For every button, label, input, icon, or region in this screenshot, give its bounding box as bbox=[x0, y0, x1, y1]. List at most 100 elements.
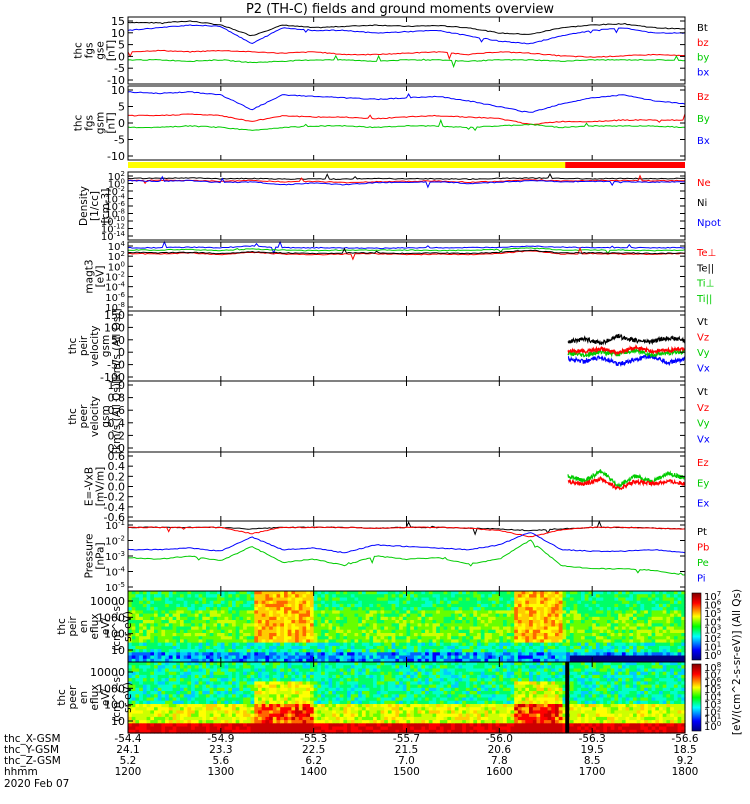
heatmap-cell bbox=[132, 678, 136, 682]
heatmap-cell bbox=[128, 607, 132, 611]
heatmap-cell bbox=[269, 691, 273, 695]
heatmap-cell bbox=[165, 727, 169, 731]
heatmap-cell bbox=[485, 630, 489, 634]
heatmap-cell bbox=[288, 665, 292, 669]
heatmap-cell bbox=[154, 691, 158, 695]
heatmap-cell bbox=[462, 643, 466, 647]
heatmap-cell bbox=[139, 620, 143, 624]
heatmap-cell bbox=[303, 678, 307, 682]
heatmap-cell bbox=[191, 630, 195, 634]
heatmap-cell bbox=[128, 714, 132, 718]
heatmap-cell bbox=[176, 665, 180, 669]
heatmap-cell bbox=[329, 714, 333, 718]
heatmap-cell bbox=[421, 607, 425, 611]
heatmap-cell bbox=[236, 678, 240, 682]
heatmap-cell bbox=[132, 594, 136, 598]
heatmap-cell bbox=[150, 620, 154, 624]
heatmap-cell bbox=[161, 665, 165, 669]
heatmap-cell bbox=[228, 620, 232, 624]
heatmap-cell bbox=[262, 656, 266, 660]
heatmap-cell bbox=[258, 701, 262, 705]
heatmap-cell bbox=[544, 643, 548, 647]
heatmap-cell bbox=[161, 630, 165, 634]
heatmap-cell bbox=[303, 607, 307, 611]
heatmap-cell bbox=[273, 701, 277, 705]
heatmap-cell bbox=[358, 630, 362, 634]
heatmap-cell bbox=[236, 701, 240, 705]
heatmap-cell bbox=[332, 630, 336, 634]
heatmap-cell bbox=[132, 656, 136, 660]
heatmap-cell bbox=[499, 607, 503, 611]
heatmap-cell bbox=[492, 607, 496, 611]
heatmap-cell bbox=[199, 665, 203, 669]
heatmap-cell bbox=[232, 643, 236, 647]
heatmap-cell bbox=[321, 727, 325, 731]
heatmap-cell bbox=[607, 630, 611, 634]
heatmap-cell bbox=[243, 607, 247, 611]
heatmap-cell bbox=[451, 643, 455, 647]
heatmap-cell bbox=[147, 665, 151, 669]
heatmap-cell bbox=[254, 727, 258, 731]
heatmap-cell bbox=[225, 620, 229, 624]
heatmap-cell bbox=[236, 643, 240, 647]
heatmap-cell bbox=[239, 727, 243, 731]
heatmap-cell bbox=[232, 607, 236, 611]
heatmap-cell bbox=[206, 701, 210, 705]
heatmap-cell bbox=[314, 714, 318, 718]
heatmap-cell bbox=[614, 594, 618, 598]
heatmap-cell bbox=[169, 594, 173, 598]
heatmap-cell bbox=[161, 594, 165, 598]
heatmap-cell bbox=[544, 630, 548, 634]
y-axis-label-line: [cm-3] bbox=[100, 189, 112, 224]
heatmap-cell bbox=[563, 594, 567, 598]
heatmap-cell bbox=[522, 643, 526, 647]
heatmap-cell bbox=[589, 643, 593, 647]
heatmap-cell bbox=[135, 643, 139, 647]
heatmap-cell bbox=[247, 643, 251, 647]
legend-label-bz: bz bbox=[697, 38, 709, 49]
heatmap-cell bbox=[381, 630, 385, 634]
heatmap-cell bbox=[421, 620, 425, 624]
heatmap-cell bbox=[611, 643, 615, 647]
heatmap-cell bbox=[169, 678, 173, 682]
heatmap-cell bbox=[191, 701, 195, 705]
heatmap-cell bbox=[284, 714, 288, 718]
heatmap-cell bbox=[566, 630, 570, 634]
heatmap-cell bbox=[666, 656, 670, 660]
heatmap-cell bbox=[243, 678, 247, 682]
heatmap-cell bbox=[629, 594, 633, 598]
heatmap-cell bbox=[611, 630, 615, 634]
heatmap-cell bbox=[347, 594, 351, 598]
heatmap-cell bbox=[202, 594, 206, 598]
heatmap-cell bbox=[414, 607, 418, 611]
heatmap-cell bbox=[139, 643, 143, 647]
heatmap-cell bbox=[173, 714, 177, 718]
heatmap-cell bbox=[206, 678, 210, 682]
heatmap-cell bbox=[622, 607, 626, 611]
heatmap-cell bbox=[299, 620, 303, 624]
heatmap-cell bbox=[366, 607, 370, 611]
heatmap-cell bbox=[666, 643, 670, 647]
heatmap-cell bbox=[332, 620, 336, 624]
heatmap-cell bbox=[600, 620, 604, 624]
heatmap-cell bbox=[325, 714, 329, 718]
heatmap-cell bbox=[161, 607, 165, 611]
heatmap-cell bbox=[459, 607, 463, 611]
heatmap-cell bbox=[395, 620, 399, 624]
heatmap-cell bbox=[644, 656, 648, 660]
heatmap-cell bbox=[436, 643, 440, 647]
heatmap-cell bbox=[173, 594, 177, 598]
heatmap-cell bbox=[128, 678, 132, 682]
heatmap-cell bbox=[314, 701, 318, 705]
heatmap-cell bbox=[191, 714, 195, 718]
heatmap-cell bbox=[314, 607, 318, 611]
heatmap-cell bbox=[325, 620, 329, 624]
heatmap-cell bbox=[277, 620, 281, 624]
heatmap-cell bbox=[265, 714, 269, 718]
heatmap-cell bbox=[340, 607, 344, 611]
y-tick-label: 0 bbox=[118, 117, 125, 130]
y-tick-label: 10-1 bbox=[105, 519, 125, 532]
series-line-Vx bbox=[568, 354, 685, 366]
heatmap-cell bbox=[343, 678, 347, 682]
heatmap-cell bbox=[158, 607, 162, 611]
